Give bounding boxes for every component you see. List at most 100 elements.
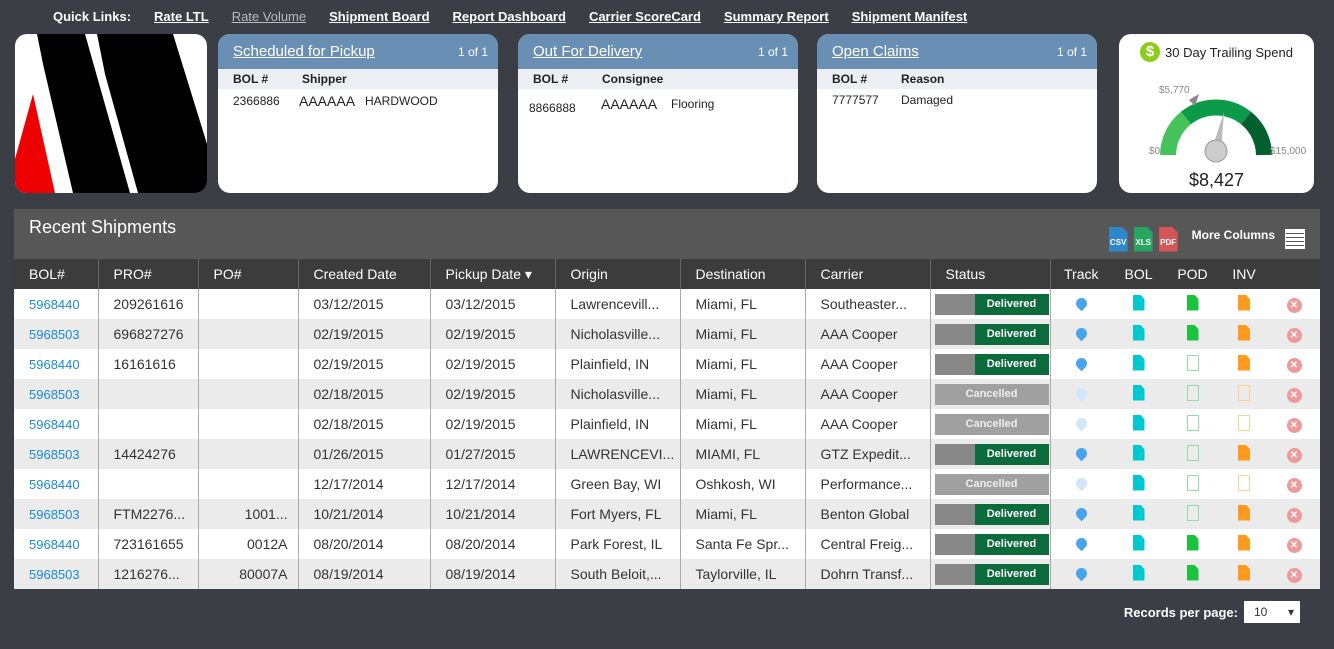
cell-created: 01/26/2015 — [298, 439, 431, 469]
bol-document-icon[interactable] — [1132, 414, 1145, 431]
invoice-document-icon[interactable] — [1238, 354, 1250, 371]
trailing-spend-gauge: $30 Day Trailing Spend $5,770 $0 $15,000… — [1119, 34, 1314, 193]
column-header[interactable]: PRO# — [98, 259, 199, 289]
track-pin-icon[interactable] — [1073, 325, 1090, 342]
more-columns-button[interactable]: More Columns — [1191, 228, 1275, 242]
track-pin-icon[interactable] — [1073, 295, 1090, 312]
column-header[interactable]: Pickup Date ▾ — [430, 259, 556, 289]
pod-document-icon[interactable] — [1186, 354, 1199, 371]
scheduled-pickup-title[interactable]: Scheduled for Pickup — [233, 43, 375, 60]
link-shipment-board[interactable]: Shipment Board — [329, 9, 430, 24]
column-header[interactable]: Track — [1050, 259, 1112, 289]
pod-document-icon[interactable] — [1186, 324, 1199, 341]
open-claims-title[interactable]: Open Claims — [832, 43, 919, 60]
columns-grid-icon[interactable] — [1285, 229, 1305, 249]
xls-export-icon[interactable]: XLS — [1133, 226, 1153, 252]
cell-bol[interactable]: 5968503 — [14, 559, 99, 589]
column-header[interactable]: Status — [930, 259, 1051, 289]
column-header[interactable]: Created Date — [298, 259, 431, 289]
track-pin-icon[interactable] — [1073, 415, 1090, 432]
cancel-icon[interactable]: ✕ — [1286, 538, 1302, 553]
cell-bol[interactable]: 5968440 — [14, 469, 99, 499]
cell-created: 02/19/2015 — [298, 349, 431, 379]
bol-document-icon[interactable] — [1132, 504, 1145, 521]
track-pin-icon[interactable] — [1073, 355, 1090, 372]
pod-document-icon[interactable] — [1186, 294, 1199, 311]
records-per-page-select[interactable]: 10 ▾ — [1244, 601, 1300, 623]
column-header[interactable]: POD — [1165, 259, 1220, 289]
column-header[interactable]: INV — [1220, 259, 1268, 289]
pod-document-icon[interactable] — [1186, 564, 1199, 581]
bol-document-icon[interactable] — [1132, 564, 1145, 581]
cancel-icon[interactable]: ✕ — [1286, 328, 1302, 343]
cancel-icon[interactable]: ✕ — [1286, 298, 1302, 313]
cell-bol[interactable]: 5968503 — [14, 499, 99, 529]
pod-document-icon[interactable] — [1186, 414, 1199, 431]
cancel-icon[interactable]: ✕ — [1286, 358, 1302, 373]
cell-created: 03/12/2015 — [298, 289, 431, 319]
bol-document-icon[interactable] — [1132, 354, 1145, 371]
column-header[interactable]: BOL# — [14, 259, 99, 289]
pod-document-icon[interactable] — [1186, 444, 1199, 461]
cell-bol[interactable]: 5968440 — [14, 289, 99, 319]
cancel-icon[interactable]: ✕ — [1286, 448, 1302, 463]
cell-pod — [1165, 559, 1220, 589]
track-pin-icon[interactable] — [1073, 385, 1090, 402]
track-pin-icon[interactable] — [1073, 565, 1090, 582]
cell-cancel: ✕ — [1268, 379, 1320, 409]
link-report-dashboard[interactable]: Report Dashboard — [452, 9, 566, 24]
cancel-icon[interactable]: ✕ — [1286, 478, 1302, 493]
invoice-document-icon[interactable] — [1238, 294, 1250, 311]
column-header[interactable]: BOL — [1112, 259, 1165, 289]
invoice-document-icon[interactable] — [1238, 474, 1250, 491]
invoice-document-icon[interactable] — [1238, 414, 1250, 431]
cell-bol[interactable]: 5968440 — [14, 529, 99, 559]
out-for-delivery-title[interactable]: Out For Delivery — [533, 43, 643, 60]
bol-document-icon[interactable] — [1132, 384, 1145, 401]
column-header[interactable] — [1268, 259, 1320, 289]
bol-document-icon[interactable] — [1132, 324, 1145, 341]
cancel-icon[interactable]: ✕ — [1286, 568, 1302, 583]
link-shipment-manifest[interactable]: Shipment Manifest — [851, 9, 968, 24]
gauge-marker-label: $5,770 — [1159, 85, 1190, 96]
csv-export-icon[interactable]: CSV — [1108, 226, 1128, 252]
invoice-document-icon[interactable] — [1238, 384, 1250, 401]
link-rate-volume[interactable]: Rate Volume — [231, 9, 307, 24]
column-header[interactable]: Origin — [555, 259, 681, 289]
link-rate-ltl[interactable]: Rate LTL — [154, 9, 209, 24]
cell-pro: 16161616 — [98, 349, 199, 379]
bol-document-icon[interactable] — [1132, 294, 1145, 311]
invoice-document-icon[interactable] — [1238, 444, 1250, 461]
pod-document-icon[interactable] — [1186, 504, 1199, 521]
track-pin-icon[interactable] — [1073, 445, 1090, 462]
cell-bol[interactable]: 5968503 — [14, 439, 99, 469]
cell-po — [198, 349, 299, 379]
bol-document-icon[interactable] — [1132, 534, 1145, 551]
cell-bol[interactable]: 5968440 — [14, 349, 99, 379]
column-header[interactable]: PO# — [198, 259, 299, 289]
column-header[interactable]: Destination — [680, 259, 806, 289]
column-header[interactable]: Carrier — [805, 259, 931, 289]
cell-cancel: ✕ — [1268, 289, 1320, 319]
invoice-document-icon[interactable] — [1238, 564, 1250, 581]
pdf-export-icon[interactable]: PDF — [1158, 226, 1178, 252]
track-pin-icon[interactable] — [1073, 505, 1090, 522]
cancel-icon[interactable]: ✕ — [1286, 388, 1302, 403]
track-pin-icon[interactable] — [1073, 535, 1090, 552]
track-pin-icon[interactable] — [1073, 475, 1090, 492]
cell-bol[interactable]: 5968503 — [14, 319, 99, 349]
cancel-icon[interactable]: ✕ — [1286, 508, 1302, 523]
cell-bol[interactable]: 5968440 — [14, 409, 99, 439]
pod-document-icon[interactable] — [1186, 384, 1199, 401]
bol-document-icon[interactable] — [1132, 474, 1145, 491]
cancel-icon[interactable]: ✕ — [1286, 418, 1302, 433]
invoice-document-icon[interactable] — [1238, 534, 1250, 551]
pod-document-icon[interactable] — [1186, 474, 1199, 491]
invoice-document-icon[interactable] — [1238, 504, 1250, 521]
bol-document-icon[interactable] — [1132, 444, 1145, 461]
link-carrier-scorecard[interactable]: Carrier ScoreCard — [588, 9, 701, 24]
link-summary-report[interactable]: Summary Report — [723, 9, 829, 24]
invoice-document-icon[interactable] — [1238, 324, 1250, 341]
pod-document-icon[interactable] — [1186, 534, 1199, 551]
cell-bol[interactable]: 5968503 — [14, 379, 99, 409]
